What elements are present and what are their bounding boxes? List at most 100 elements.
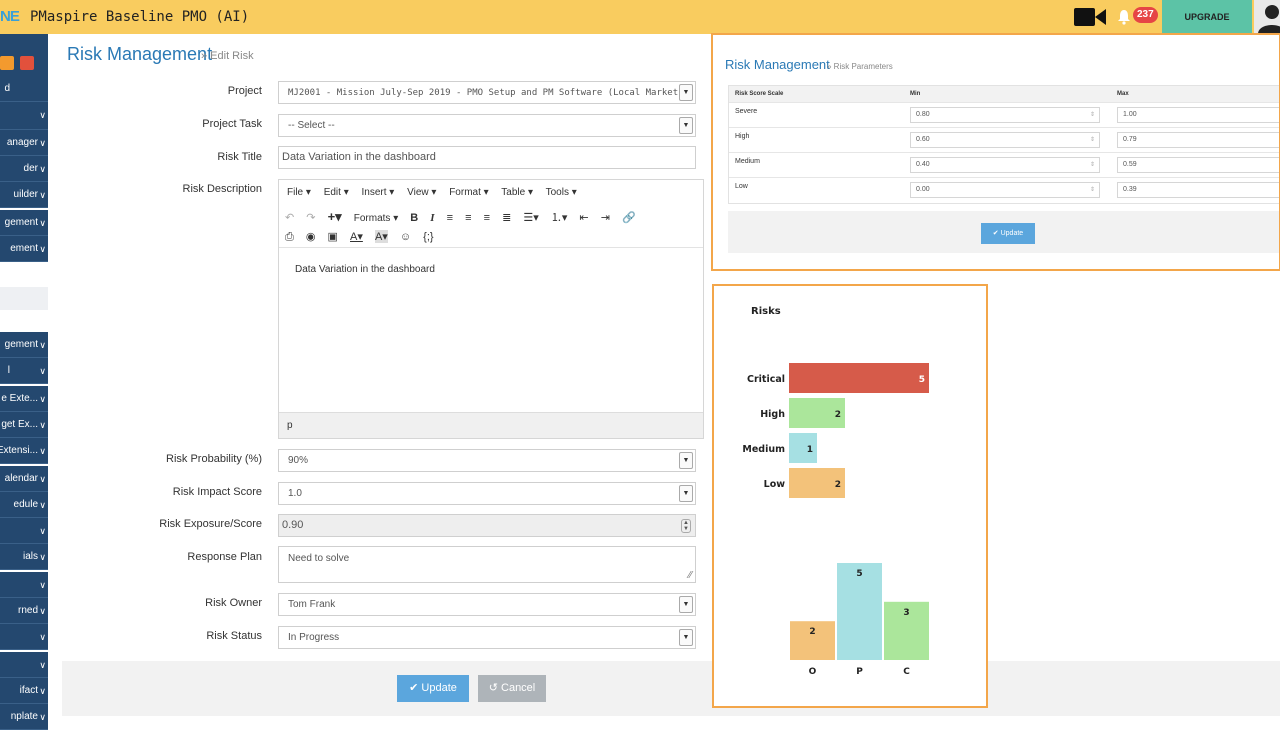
menu-tools[interactable]: Tools ▾: [545, 187, 577, 198]
background-color-icon[interactable]: A▾: [374, 230, 388, 243]
brand-logo[interactable]: NE: [0, 8, 20, 25]
sidebar-item-18[interactable]: ∨: [0, 624, 48, 650]
risk-probability-label: Risk Probability (%): [166, 453, 262, 465]
editor-toolbar-2: ⎙ ◉ ▣ A▾ A▾ ☺ {;}: [285, 230, 443, 244]
update-button[interactable]: ✔ Update: [397, 675, 469, 702]
menu-table[interactable]: Table ▾: [501, 187, 533, 198]
max-input[interactable]: 0.59: [1117, 157, 1279, 173]
undo-icon[interactable]: ↶: [285, 212, 295, 224]
print-icon[interactable]: ⎙: [285, 231, 294, 243]
media-icon[interactable]: ▣: [327, 231, 338, 243]
rich-text-editor[interactable]: File ▾ Edit ▾ Insert ▾ View ▾ Format ▾ T…: [278, 179, 704, 439]
align-left-icon[interactable]: ≡: [446, 212, 454, 224]
sidebar-item-management-1[interactable]: gement ∨: [0, 210, 48, 236]
risk-probability-select[interactable]: 90% ▼: [278, 449, 696, 472]
sidebar-item-learned[interactable]: rned ∨: [0, 598, 48, 624]
chevron-down-icon: ∨: [39, 552, 46, 562]
sidebar-item-management-2[interactable]: ement ∨: [0, 236, 48, 262]
sidebar-item-template[interactable]: nplate ∨: [0, 704, 48, 730]
bell-icon[interactable]: [1117, 9, 1131, 25]
formats-dropdown[interactable]: Formats ▾: [353, 213, 399, 224]
preview-icon[interactable]: ◉: [305, 231, 316, 243]
sidebar-item-extension-2[interactable]: Extensi... ∨: [0, 438, 48, 464]
risk-parameters-title: Risk Management: [725, 57, 830, 72]
code-icon[interactable]: {;}: [423, 231, 434, 243]
chart-title: Risks: [751, 306, 781, 317]
sidebar-item-calendar[interactable]: alendar ∨: [0, 466, 48, 492]
sidebar-book-icon[interactable]: [20, 56, 34, 70]
outdent-icon[interactable]: ⇤: [579, 212, 589, 224]
sidebar-item-l[interactable]: l ∨: [0, 358, 48, 384]
sidebar-folder-icon[interactable]: [0, 56, 14, 70]
sidebar-blank-2: [0, 310, 48, 332]
min-input[interactable]: 0.60 ⇕: [910, 132, 1100, 148]
insert-plus-icon[interactable]: +▾: [327, 209, 342, 224]
text-color-icon[interactable]: A▾: [350, 231, 363, 243]
sidebar-item-folder[interactable]: der ∨: [0, 156, 48, 182]
emoticon-icon[interactable]: ☺: [399, 231, 412, 243]
column-value-o: 2: [809, 627, 815, 637]
chevron-down-icon: ∨: [39, 218, 46, 228]
menu-file[interactable]: File ▾: [287, 187, 311, 198]
breadcrumb[interactable]: » Edit Risk: [201, 50, 254, 62]
upgrade-package-button[interactable]: UPGRADE PACKAGE: [1162, 0, 1252, 56]
min-input[interactable]: 0.80 ⇕: [910, 107, 1100, 123]
bullet-list-icon[interactable]: ☰▾: [523, 212, 539, 224]
project-select[interactable]: MJ2001 - Mission July-Sep 2019 - PMO Set…: [278, 81, 696, 104]
avatar[interactable]: [1254, 0, 1280, 34]
resize-handle-icon[interactable]: ⁄⁄: [688, 570, 692, 581]
sidebar-selected[interactable]: [0, 287, 48, 310]
sidebar-item-16[interactable]: ∨: [0, 572, 48, 598]
sidebar-item-management-3[interactable]: gement ∨: [0, 332, 48, 358]
sidebar-item-1[interactable]: ∨: [0, 102, 48, 130]
parameters-update-button[interactable]: ✔ Update: [981, 223, 1035, 244]
risk-title-input[interactable]: Data Variation in the dashboard: [278, 146, 696, 169]
user-icon: [1258, 5, 1280, 34]
max-input[interactable]: 1.00: [1117, 107, 1279, 123]
sidebar-item-builder[interactable]: uilder ∨: [0, 182, 48, 208]
menu-format[interactable]: Format ▾: [449, 187, 489, 198]
cancel-button[interactable]: ↺ Cancel: [478, 675, 546, 702]
sidebar-item-manager[interactable]: anager ∨: [0, 130, 48, 156]
column-label-o: O: [809, 667, 817, 677]
menu-view[interactable]: View ▾: [407, 187, 437, 198]
align-justify-icon[interactable]: ≣: [502, 212, 512, 224]
indent-icon[interactable]: ⇥: [600, 212, 610, 224]
min-input[interactable]: 0.40 ⇕: [910, 157, 1100, 173]
sidebar-item-materials[interactable]: ials ∨: [0, 544, 48, 570]
video-camera-icon[interactable]: [1073, 5, 1107, 29]
notification-badge[interactable]: 237: [1133, 7, 1158, 23]
risk-impact-select[interactable]: 1.0 ▼: [278, 482, 696, 505]
sidebar-item-budget-ext[interactable]: get Ex... ∨: [0, 412, 48, 438]
bold-icon[interactable]: B: [410, 212, 419, 224]
align-right-icon[interactable]: ≡: [483, 212, 491, 224]
redo-icon[interactable]: ↷: [306, 212, 316, 224]
column-value-p: 5: [856, 569, 862, 579]
bar-medium: [789, 433, 817, 463]
italic-icon[interactable]: I: [430, 212, 435, 224]
sidebar-item-14[interactable]: ∨: [0, 518, 48, 544]
min-input[interactable]: 0.00 ⇕: [910, 182, 1100, 198]
risk-owner-select[interactable]: Tom Frank ▼: [278, 593, 696, 616]
align-center-icon[interactable]: ≡: [465, 212, 472, 224]
chevron-down-icon: ∨: [39, 340, 46, 350]
sidebar-item-schedule[interactable]: edule ∨: [0, 492, 48, 518]
risk-status-select[interactable]: In Progress ▼: [278, 626, 696, 649]
menu-edit[interactable]: Edit ▾: [323, 187, 349, 198]
sidebar-item-dashboard[interactable]: d: [0, 76, 48, 102]
max-input[interactable]: 0.39: [1117, 182, 1279, 198]
sidebar-item-artifact[interactable]: ifact ∨: [0, 678, 48, 704]
menu-insert[interactable]: Insert ▾: [361, 187, 395, 198]
chevron-down-icon: ∨: [39, 446, 46, 456]
sidebar-item-extension-1[interactable]: e Exte... ∨: [0, 386, 48, 412]
max-input[interactable]: 0.79: [1117, 132, 1279, 148]
editor-content[interactable]: Data Variation in the dashboard: [295, 264, 435, 275]
sidebar-item-19[interactable]: ∨: [0, 652, 48, 678]
numbered-list-icon[interactable]: ⒈▾: [550, 212, 568, 224]
risk-parameters-breadcrumb[interactable]: » Risk Parameters: [827, 62, 893, 71]
project-task-select[interactable]: -- Select -- ▼: [278, 114, 696, 137]
bar-label-low: Low: [764, 479, 786, 490]
chevron-down-icon: ∨: [39, 660, 46, 670]
response-plan-textarea[interactable]: Need to solve ⁄⁄: [278, 546, 696, 583]
link-icon[interactable]: 🔗: [621, 212, 636, 224]
